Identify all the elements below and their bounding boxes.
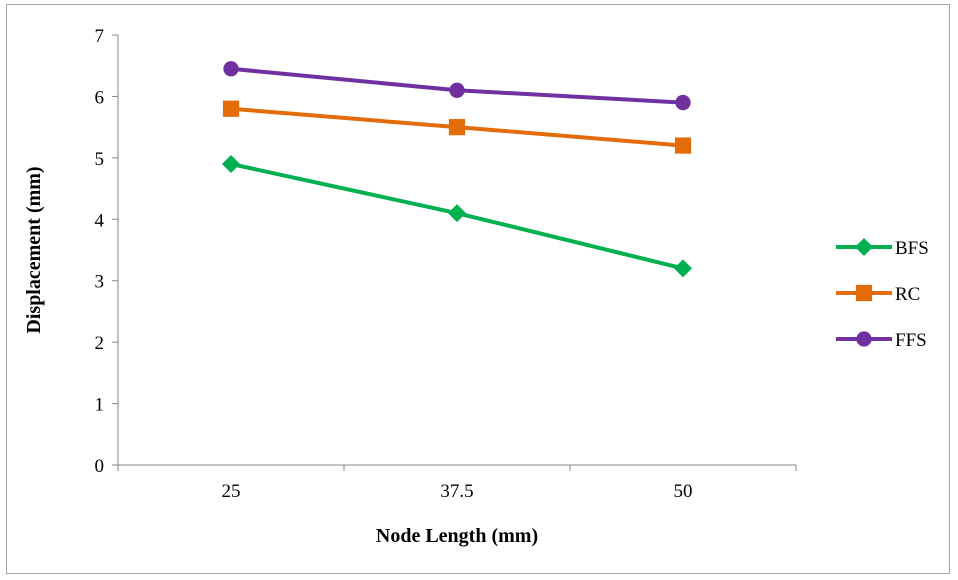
legend-label-ffs: FFS [895, 330, 927, 351]
legend-item-bfs: BFS [836, 238, 929, 259]
legend-marker-ffs [856, 331, 872, 347]
x-ticks: 25 37.5 50 [117, 465, 797, 502]
series-bfs [222, 155, 692, 278]
data-point-bfs [674, 259, 692, 278]
y-tick-label: 5 [95, 149, 105, 170]
legend-marker-bfs [855, 238, 873, 256]
legend-label-bfs: BFS [895, 238, 929, 259]
data-point-rc [222, 100, 240, 117]
series-layer [222, 61, 692, 278]
y-tick-label: 2 [95, 333, 105, 354]
x-axis-title: Node Length (mm) [376, 525, 538, 547]
data-point-rc [674, 137, 692, 154]
legend-item-rc: RC [836, 284, 920, 305]
y-ticks: 0 1 2 3 4 5 6 7 [95, 26, 118, 477]
axes [117, 35, 796, 466]
y-tick-label: 3 [95, 272, 105, 293]
legend-label-rc: RC [895, 284, 920, 305]
series-rc [222, 100, 692, 154]
data-point-ffs [449, 82, 465, 98]
legend-item-ffs: FFS [836, 330, 927, 351]
y-tick-label: 4 [95, 210, 105, 231]
data-point-ffs [223, 61, 239, 77]
x-tick-label: 25 [222, 481, 241, 502]
chart-frame [6, 4, 950, 574]
data-point-bfs [222, 155, 240, 173]
series-ffs [223, 61, 691, 111]
y-tick-label: 7 [95, 26, 105, 47]
y-tick-label: 1 [95, 395, 105, 416]
legend-marker-rc [855, 284, 873, 302]
data-point-rc [448, 119, 466, 136]
y-tick-label: 6 [95, 87, 105, 108]
x-tick-label: 37.5 [440, 481, 473, 502]
data-point-ffs [675, 94, 691, 111]
x-tick-label: 50 [674, 481, 693, 502]
y-tick-label: 0 [95, 456, 105, 477]
data-point-bfs [448, 204, 466, 223]
legend: BFS RC FFS [836, 238, 929, 351]
y-axis-title: Displacement (mm) [23, 166, 45, 333]
